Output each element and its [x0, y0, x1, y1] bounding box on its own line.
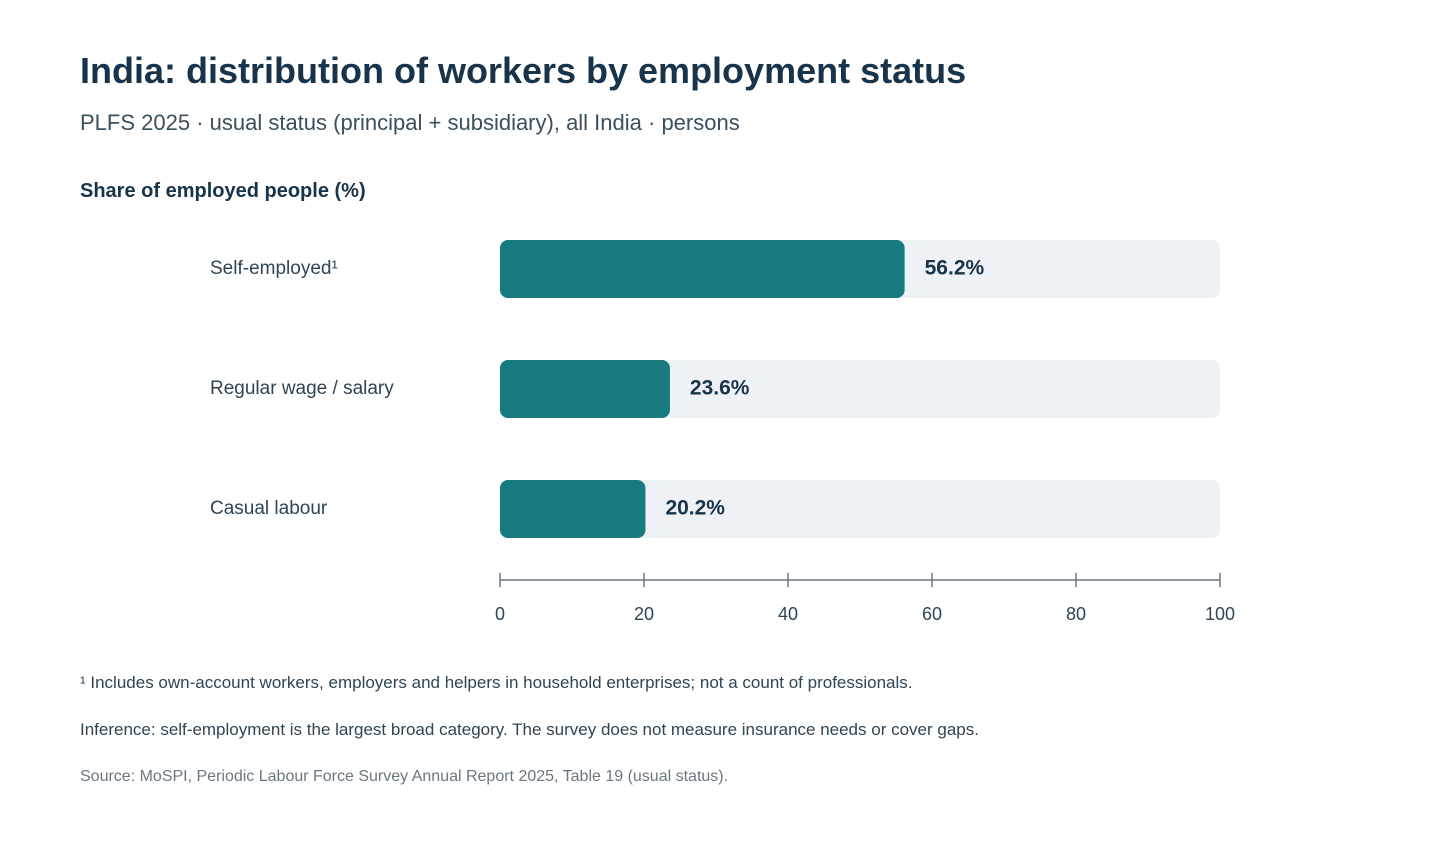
bars-layer: Self-employed¹ 56.2% Regular wage / salary… [210, 240, 1220, 538]
x-tick-label: 80 [1066, 604, 1086, 624]
bar [500, 360, 670, 418]
inference-note: Inference: self-employment is the larges… [80, 720, 979, 739]
x-axis: 0 20 40 60 80 100 [495, 573, 1235, 624]
data-label: 23.6% [690, 377, 750, 400]
data-label: 56.2% [925, 257, 985, 280]
category-label: Regular wage / salary [210, 378, 394, 399]
chart-title: Share of employed people (%) [80, 180, 366, 202]
x-tick-label: 20 [634, 604, 654, 624]
bar-track [500, 360, 1220, 418]
category-label: Casual labour [210, 498, 328, 519]
x-tick-label: 0 [495, 604, 505, 624]
page-subtitle: PLFS 2025 · usual status (principal + su… [80, 110, 740, 135]
category-label: Self-employed¹ [210, 258, 338, 279]
footnote: ¹ Includes own-account workers, employer… [80, 673, 913, 692]
x-tick-label: 60 [922, 604, 942, 624]
bar-track [500, 480, 1220, 538]
x-tick-label: 40 [778, 604, 798, 624]
source-note: Source: MoSPI, Periodic Labour Force Sur… [80, 768, 729, 785]
data-label: 20.2% [665, 497, 725, 520]
bar [500, 480, 646, 538]
page-title: India: distribution of workers by employ… [80, 50, 967, 91]
x-tick-label: 100 [1205, 604, 1235, 624]
bar-chart: Self-employed¹ 56.2% Regular wage / salary… [210, 240, 1235, 624]
bar [500, 240, 905, 298]
